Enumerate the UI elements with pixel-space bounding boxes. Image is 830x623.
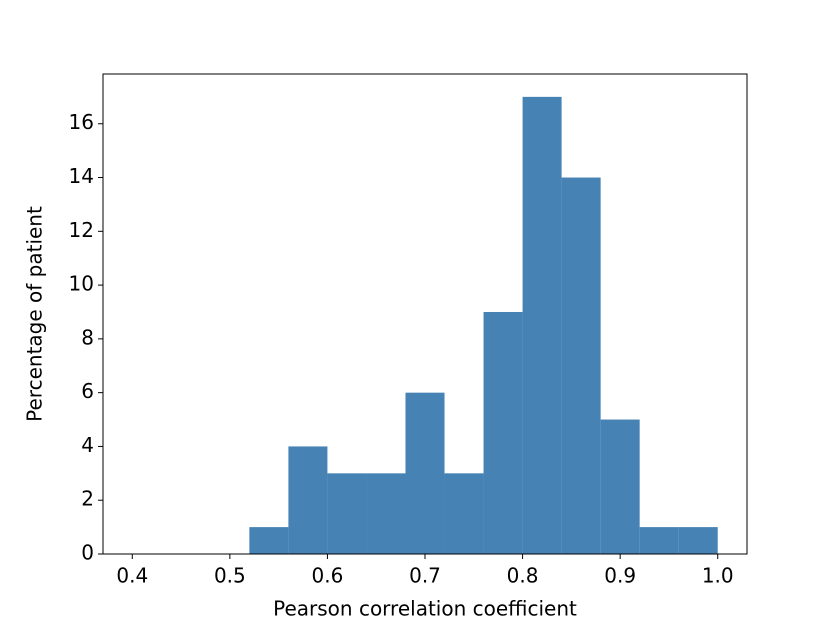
bar bbox=[249, 527, 289, 554]
x-axis-label: Pearson correlation coefficient bbox=[273, 597, 577, 621]
bar bbox=[600, 419, 640, 554]
bar bbox=[288, 446, 328, 554]
bar bbox=[483, 311, 523, 554]
bar bbox=[327, 473, 367, 554]
y-tick-label: 2 bbox=[81, 487, 94, 511]
x-tick-label: 1.0 bbox=[702, 564, 734, 588]
x-tick-label: 0.7 bbox=[409, 564, 441, 588]
bar bbox=[561, 177, 601, 554]
y-tick-label: 6 bbox=[81, 379, 94, 403]
y-tick-label: 8 bbox=[81, 325, 94, 349]
bar bbox=[522, 96, 562, 554]
bar bbox=[405, 392, 445, 554]
y-tick-label: 14 bbox=[69, 164, 94, 188]
y-tick-label: 10 bbox=[69, 272, 94, 296]
bar bbox=[678, 527, 718, 554]
y-tick-label: 0 bbox=[81, 541, 94, 565]
x-tick-label: 0.9 bbox=[604, 564, 636, 588]
y-tick-label: 16 bbox=[69, 110, 94, 134]
bar bbox=[366, 473, 406, 554]
y-tick-label: 12 bbox=[69, 218, 94, 242]
bar bbox=[444, 473, 484, 554]
x-tick-label: 0.6 bbox=[312, 564, 344, 588]
y-axis-label: Percentage of patient bbox=[23, 206, 47, 422]
x-tick-label: 0.5 bbox=[214, 564, 246, 588]
x-tick-label: 0.4 bbox=[116, 564, 148, 588]
y-tick-label: 4 bbox=[81, 433, 94, 457]
bar bbox=[639, 527, 679, 554]
x-tick-label: 0.8 bbox=[507, 564, 539, 588]
